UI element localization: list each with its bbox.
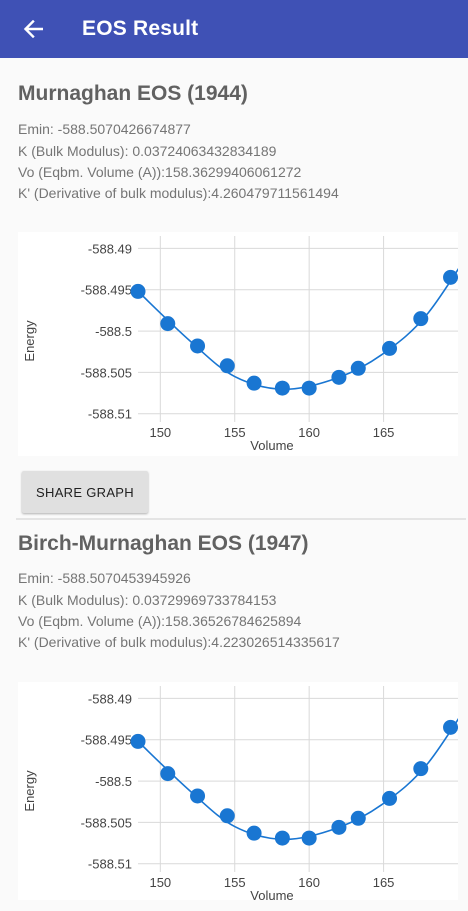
- y-tick-label: -588.5: [95, 324, 132, 339]
- fit-curve: [138, 268, 458, 391]
- y-tick-label: -588.495: [81, 733, 132, 748]
- x-axis-label: Volume: [250, 888, 293, 903]
- x-tick-label: 155: [224, 875, 246, 890]
- x-tick-label: 155: [224, 425, 246, 440]
- app-bar: EOS Result: [0, 0, 468, 58]
- y-axis-label: Energy: [22, 770, 37, 812]
- page-title: EOS Result: [82, 17, 199, 40]
- y-tick-label: -588.51: [88, 407, 132, 422]
- back-button[interactable]: [18, 14, 48, 44]
- data-point: [382, 340, 398, 356]
- y-tick-label: -588.51: [88, 857, 132, 872]
- data-point: [301, 380, 317, 396]
- share-graph-button[interactable]: SHARE GRAPH: [22, 471, 148, 513]
- eqbm-volume-value: Vo (Eqbm. Volume (A)):158.36526784625894: [18, 613, 302, 629]
- birch-murnaghan-chart[interactable]: -588.49 -588.495 -588.5 -588.505 -588.51 150 1…: [18, 682, 459, 903]
- x-tick-label: 165: [373, 875, 395, 890]
- data-point: [219, 358, 235, 374]
- data-point: [274, 380, 290, 396]
- x-tick-label: 160: [298, 875, 320, 890]
- data-point: [219, 808, 235, 824]
- data-point: [331, 369, 347, 385]
- bulk-derivative-value: K' (Derivative of bulk modulus):4.223026…: [18, 634, 340, 650]
- data-point: [274, 830, 290, 846]
- data-point: [443, 719, 459, 735]
- y-axis-label: Energy: [22, 320, 37, 362]
- x-tick-label: 165: [373, 425, 395, 440]
- emin-value: Emin: -588.5070426674877: [18, 121, 191, 137]
- murnaghan-heading: Murnaghan EOS (1944): [18, 82, 248, 105]
- fit-curve: [138, 718, 458, 841]
- data-point: [413, 311, 429, 327]
- data-point: [443, 269, 459, 285]
- x-tick-label: 150: [149, 425, 171, 440]
- x-tick-label: 160: [298, 425, 320, 440]
- data-point: [190, 338, 206, 354]
- bulk-modulus-value: K (Bulk Modulus): 0.03729969733784153: [18, 592, 277, 608]
- data-point: [350, 810, 366, 826]
- data-point: [382, 790, 398, 806]
- data-point: [160, 766, 176, 782]
- x-tick-label: 150: [149, 875, 171, 890]
- data-point: [413, 761, 429, 777]
- data-point: [130, 733, 146, 749]
- y-tick-label: -588.5: [95, 774, 132, 789]
- birch-murnaghan-heading: Birch-Murnaghan EOS (1947): [18, 532, 309, 555]
- section-divider: [16, 518, 466, 520]
- y-tick-label: -588.495: [81, 283, 132, 298]
- arrow-back-icon: [23, 20, 43, 38]
- data-point: [301, 830, 317, 846]
- bulk-derivative-value: K' (Derivative of bulk modulus):4.260479…: [18, 185, 339, 201]
- chart-svg: -588.49 -588.495 -588.5 -588.505 -588.51 150 1…: [22, 686, 459, 903]
- data-point: [160, 316, 176, 332]
- emin-value: Emin: -588.5070453945926: [18, 570, 191, 586]
- data-point: [190, 788, 206, 804]
- x-axis-label: Volume: [250, 438, 293, 453]
- data-point: [246, 375, 262, 391]
- bulk-modulus-value: K (Bulk Modulus): 0.03724063432834189: [18, 143, 277, 159]
- eqbm-volume-value: Vo (Eqbm. Volume (A)):158.36299406061272: [18, 164, 302, 180]
- data-point: [130, 283, 146, 299]
- murnaghan-chart[interactable]: -588.49 -588.495 -588.5 -588.505 -588.51 150 1…: [18, 232, 459, 456]
- y-tick-label: -588.505: [81, 815, 132, 830]
- data-point: [331, 819, 347, 835]
- y-tick-label: -588.505: [81, 365, 132, 380]
- y-tick-label: -588.49: [88, 691, 132, 706]
- data-point: [350, 360, 366, 376]
- data-point: [246, 825, 262, 841]
- chart-svg: -588.49 -588.495 -588.5 -588.505 -588.51 150 1…: [22, 236, 459, 453]
- y-tick-label: -588.49: [88, 241, 132, 256]
